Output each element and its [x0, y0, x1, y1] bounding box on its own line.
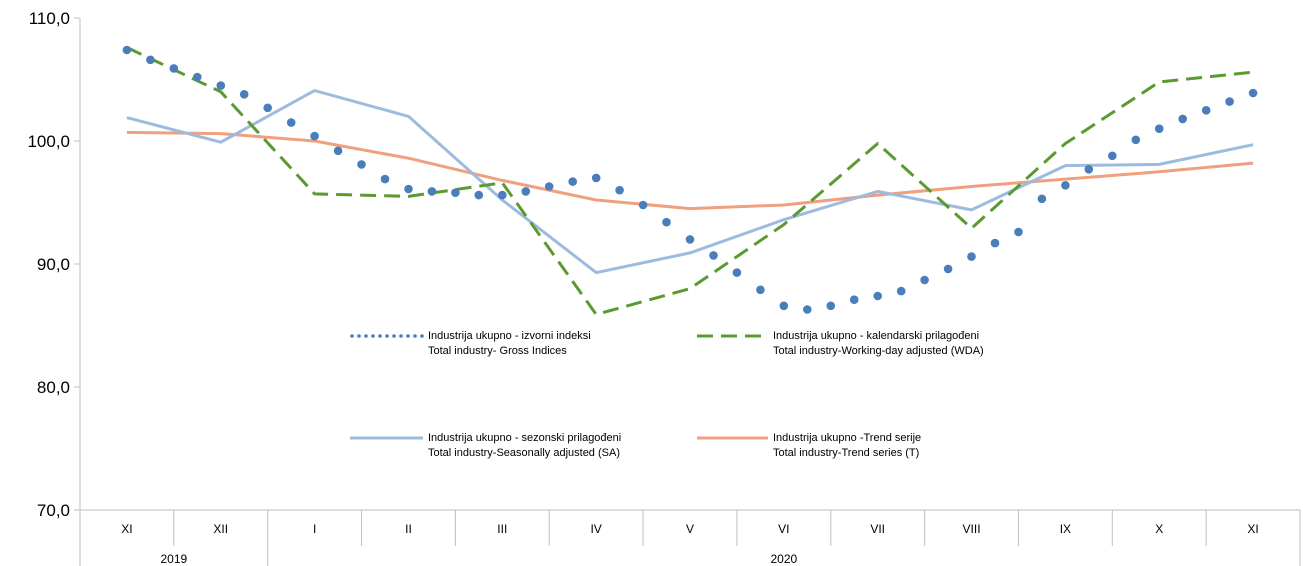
series-point-gross [498, 190, 507, 200]
legend-label-en: Total industry-Seasonally adjusted (SA) [428, 447, 620, 459]
y-tick-label: 70,0 [37, 501, 70, 520]
series-point-gross [591, 173, 601, 183]
series-point-gross [779, 301, 789, 311]
legend-label-en: Total industry- Gross Indices [428, 345, 567, 357]
series-point-gross [146, 55, 155, 65]
x-tick-label: V [686, 522, 694, 536]
x-tick-label: IX [1060, 522, 1071, 536]
series-point-gross [286, 118, 296, 127]
series-point-gross [239, 90, 249, 99]
series-point-gross [1154, 124, 1164, 133]
series-point-gross [638, 200, 648, 210]
series-point-gross [1061, 181, 1070, 190]
series-point-gross [1248, 88, 1258, 98]
year-label: 2019 [160, 552, 187, 566]
x-tick-label: VI [778, 522, 789, 536]
plot-area [122, 45, 1258, 316]
series-point-gross [1037, 194, 1047, 204]
series-point-gross [404, 184, 413, 194]
x-tick-label: IV [590, 522, 601, 536]
y-tick-label: 80,0 [37, 378, 70, 397]
y-tick-label: 90,0 [37, 255, 70, 274]
series-point-gross [544, 182, 554, 191]
series-point-gross [216, 81, 226, 90]
series-point-gross [1201, 106, 1211, 115]
series-line-trend [126, 130, 1254, 211]
legend-swatch-dot [378, 334, 382, 338]
x-tick-label: VIII [963, 522, 981, 536]
series-point-gross [521, 187, 531, 196]
legend-label: Industrija ukupno - kalendarski prilagođ… [773, 330, 979, 342]
series-point-gross [615, 185, 624, 195]
series-point-gross [943, 264, 953, 274]
x-tick-label: VII [870, 522, 885, 536]
series-point-gross [1014, 227, 1023, 237]
series-point-gross [873, 291, 882, 301]
series-point-gross [967, 252, 976, 261]
x-tick-label: III [497, 522, 507, 536]
series-point-gross [803, 305, 812, 314]
legend-swatch-dot [420, 334, 424, 338]
y-tick-label: 100,0 [27, 132, 70, 151]
x-tick-label: XI [1247, 522, 1258, 536]
series-line-sa [126, 89, 1254, 275]
series-point-gross [732, 268, 742, 277]
series-point-gross [380, 174, 390, 184]
series-point-gross [1178, 114, 1187, 124]
legend-swatch-dot [357, 334, 361, 338]
series-point-gross [896, 286, 906, 296]
series-point-gross [1108, 151, 1117, 161]
x-tick-label: X [1155, 522, 1163, 536]
series-point-gross [193, 72, 202, 82]
x-tick-label: XII [213, 522, 228, 536]
series-point-gross [709, 251, 718, 260]
x-tick-label: XI [121, 522, 132, 536]
legend-swatch-dot [406, 334, 410, 338]
chart-legend: Industrija ukupno - izvorni indeksi Total… [350, 330, 984, 459]
series-line-wda [126, 46, 1254, 316]
series-point-gross [568, 177, 577, 186]
series-point-gross [122, 45, 132, 55]
series-point-gross [357, 160, 366, 169]
series-point-gross [1084, 165, 1094, 174]
series-point-gross [427, 187, 437, 196]
series-point-gross [1131, 135, 1141, 145]
series-point-gross [990, 238, 1000, 248]
series-point-gross [263, 103, 273, 113]
series-point-gross [169, 64, 179, 73]
series-point-gross [662, 217, 671, 227]
legend-label: Industrija ukupno - sezonski prilagođeni [428, 432, 621, 444]
series-point-gross [333, 146, 343, 156]
legend-swatch-dot [392, 334, 396, 338]
legend-swatch-dot [413, 334, 417, 338]
legend-label: Industrija ukupno - izvorni indeksi [428, 330, 591, 342]
legend-swatch-dot [385, 334, 389, 338]
legend-label-en: Total industry-Working-day adjusted (WDA… [773, 345, 984, 357]
series-point-gross [849, 295, 859, 305]
series-point-gross [826, 301, 836, 311]
year-label: 2020 [770, 552, 797, 566]
legend-swatch-dot [364, 334, 368, 338]
legend-swatch-dot [371, 334, 375, 338]
x-tick-label: II [405, 522, 412, 536]
series-point-gross [685, 235, 695, 244]
series-point-gross [474, 190, 484, 200]
x-tick-label: I [313, 522, 316, 536]
series-point-gross [756, 285, 765, 295]
y-tick-label: 110,0 [29, 9, 70, 28]
legend-swatch-dot [399, 334, 403, 338]
series-point-gross [920, 275, 929, 285]
legend-label-en: Total industry-Trend series (T) [773, 447, 919, 459]
series-point-gross [310, 131, 319, 141]
series-point-gross [1225, 97, 1234, 106]
series-point-gross [451, 188, 460, 197]
legend-swatch-dot [350, 334, 354, 338]
legend-label: Industrija ukupno -Trend serije [773, 432, 921, 444]
